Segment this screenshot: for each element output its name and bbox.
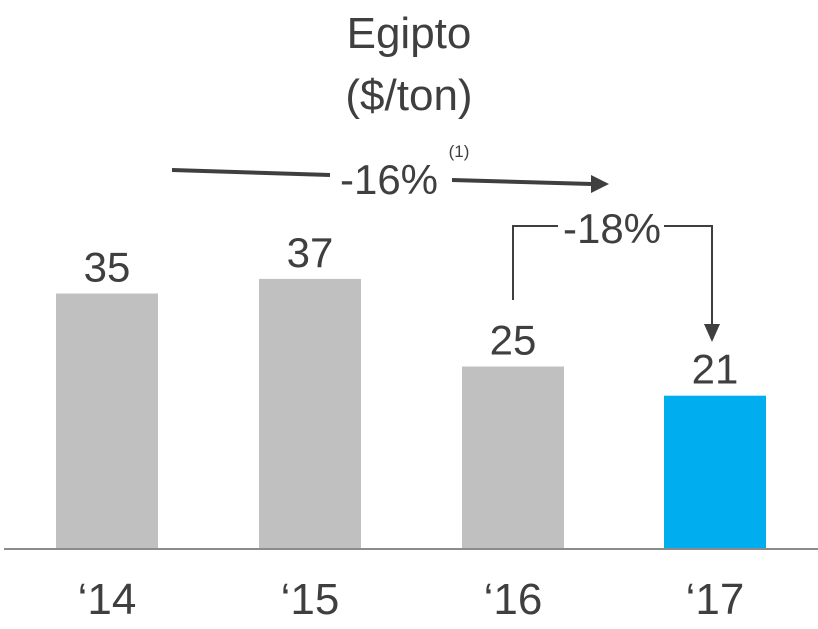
- yoy-change-arrowhead: [704, 324, 720, 342]
- value-labels-group: 35 37 25 21: [84, 229, 739, 393]
- yoy-change-bracket-right: [664, 225, 713, 325]
- overall-change-annotation: -16% (1): [171, 142, 609, 203]
- x-tick-label-3: ‘17: [686, 575, 745, 624]
- x-tick-label-2: ‘16: [484, 575, 543, 624]
- bar-value-label-2: 25: [490, 317, 537, 364]
- yoy-change-bracket-left: [512, 225, 558, 300]
- x-tick-label-0: ‘14: [78, 575, 137, 624]
- overall-change-footnote: (1): [449, 142, 470, 161]
- bars-group: [56, 278, 766, 549]
- bar-value-label-3: 21: [692, 346, 739, 393]
- bar-1: [259, 278, 361, 549]
- bar-3: [664, 395, 766, 549]
- bar-2: [462, 366, 564, 549]
- x-tick-label-1: ‘15: [281, 575, 340, 624]
- yoy-change-annotation: -18%: [512, 205, 720, 342]
- overall-change-label: -16%: [340, 156, 438, 203]
- chart-subtitle: ($/ton): [345, 71, 472, 120]
- overall-change-line-left: [171, 168, 331, 177]
- overall-change-line-right: [451, 178, 593, 186]
- bar-0: [56, 293, 158, 549]
- chart-title: Egipto: [347, 9, 472, 58]
- yoy-change-label: -18%: [563, 205, 661, 252]
- x-tick-labels-group: ‘14 ‘15 ‘16 ‘17: [78, 575, 745, 624]
- overall-change-arrowhead: [591, 175, 609, 193]
- bar-value-label-0: 35: [84, 244, 131, 291]
- bar-value-label-1: 37: [287, 229, 334, 276]
